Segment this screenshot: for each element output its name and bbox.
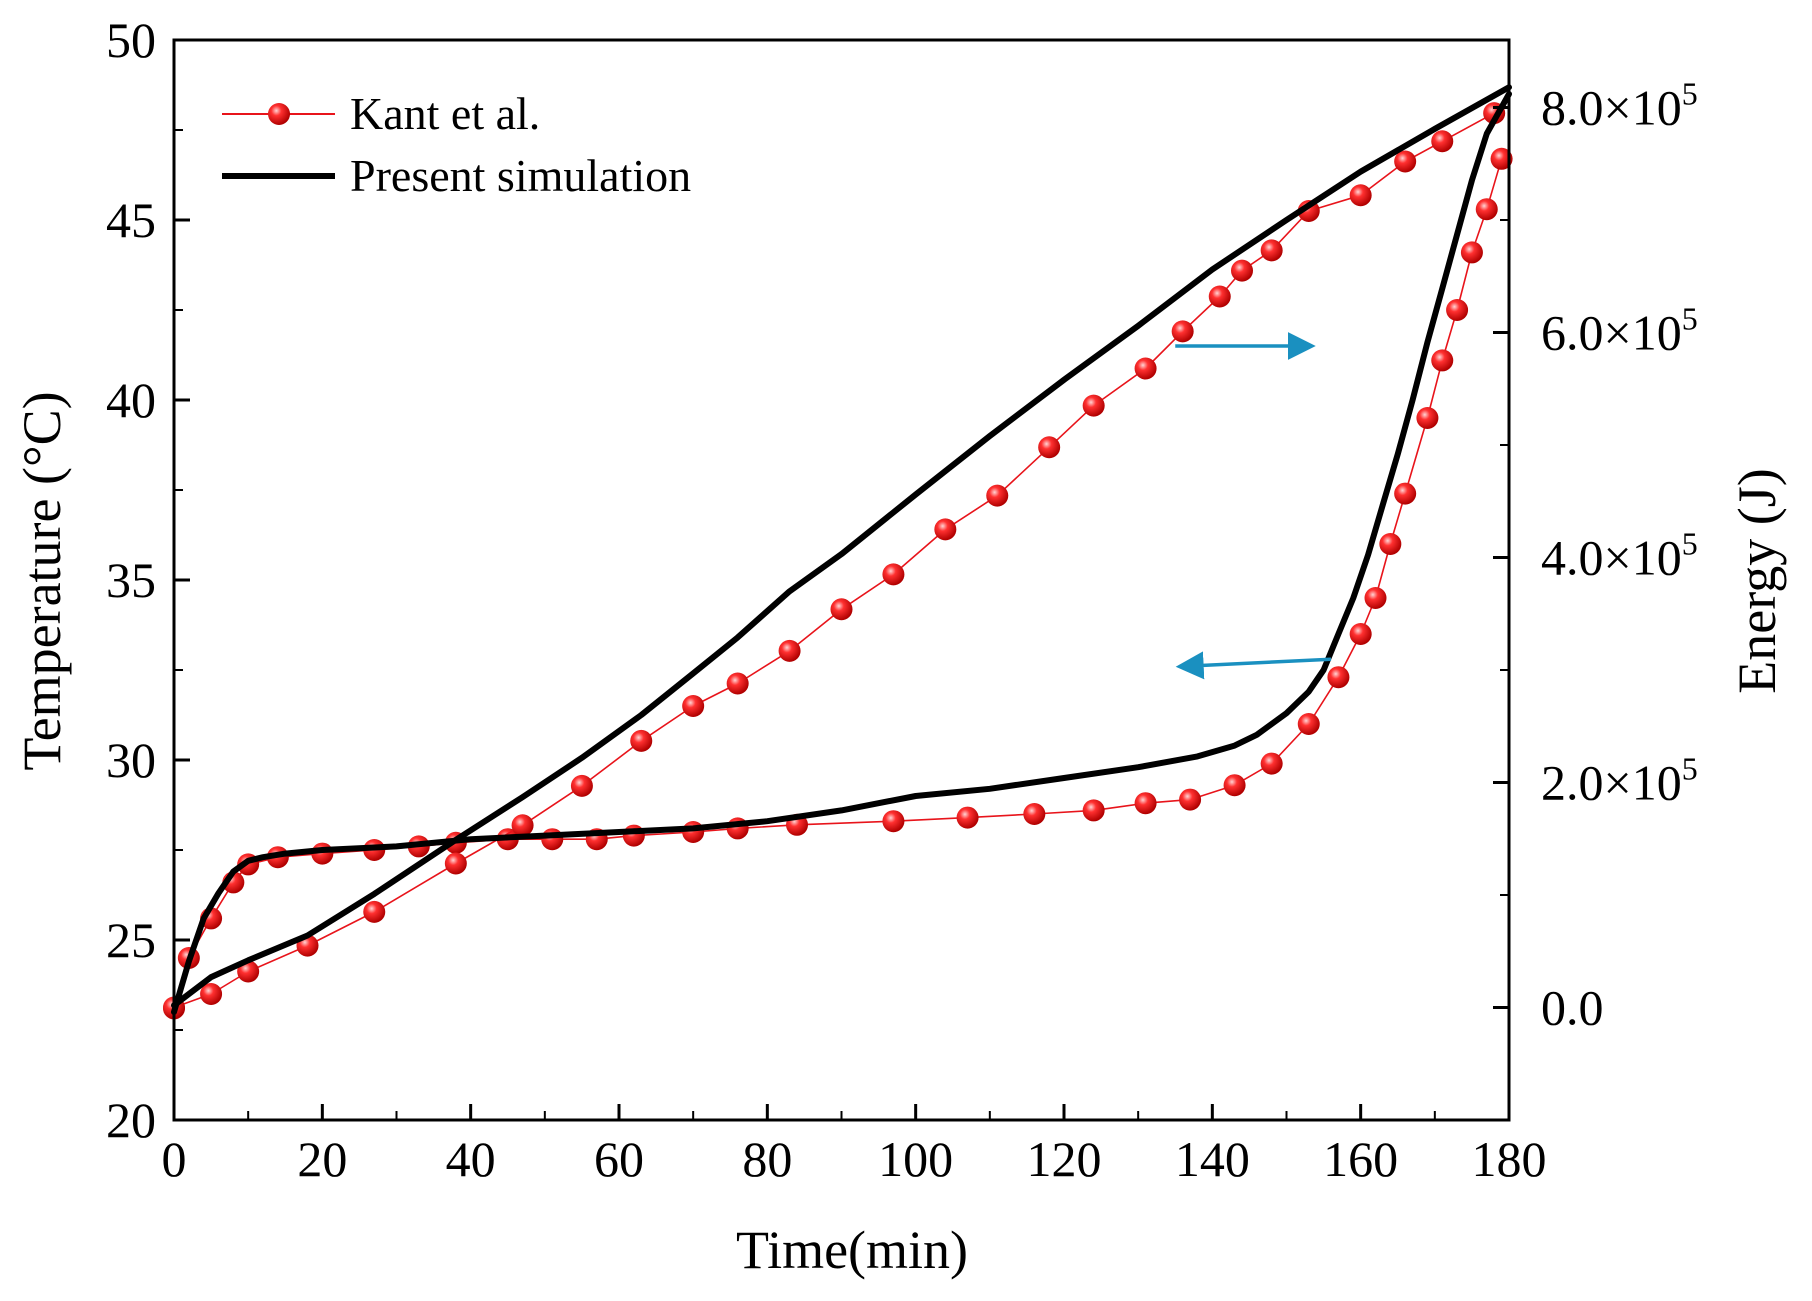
kant-energy-marker bbox=[682, 695, 705, 717]
x-axis-title: Time(min) bbox=[736, 1220, 968, 1280]
x-tick-label: 0 bbox=[162, 1131, 187, 1187]
kant-temperature-marker bbox=[1431, 349, 1454, 372]
y-tick-label: 25 bbox=[106, 912, 156, 968]
kant-energy-marker bbox=[830, 598, 853, 621]
kant-temperature-marker bbox=[1446, 299, 1469, 321]
y2-tick-label: 4.0×105 bbox=[1541, 526, 1698, 586]
kant-temperature-marker bbox=[1349, 623, 1372, 645]
y2-tick-label: 6.0×105 bbox=[1541, 301, 1698, 361]
y-tick-label: 40 bbox=[106, 372, 156, 428]
y-tick-label: 50 bbox=[106, 12, 156, 68]
kant-temperature-marker bbox=[1134, 792, 1157, 815]
kant-energy-marker bbox=[1208, 285, 1231, 308]
kant-temperature-marker bbox=[1179, 788, 1202, 811]
y2-axis-title: Energy (J) bbox=[1727, 468, 1787, 693]
kant-energy-marker bbox=[934, 518, 957, 541]
x-tick-label: 140 bbox=[1175, 1131, 1250, 1187]
kant-energy-marker bbox=[1171, 320, 1194, 343]
kant-energy-marker bbox=[986, 484, 1009, 507]
kant-temperature-marker bbox=[1223, 774, 1246, 797]
kant-temperature-marker bbox=[882, 810, 905, 833]
y-tick-label: 45 bbox=[106, 192, 156, 248]
x-tick-label: 100 bbox=[878, 1131, 953, 1187]
legend-simulation-label: Present simulation bbox=[350, 150, 691, 201]
kant-energy-marker bbox=[726, 672, 749, 695]
y-tick-label: 35 bbox=[106, 552, 156, 608]
kant-energy-marker bbox=[1134, 357, 1157, 380]
kant-temperature-marker bbox=[1460, 241, 1483, 264]
kant-temperature-marker bbox=[1394, 482, 1417, 505]
kant-energy-marker bbox=[1260, 239, 1283, 262]
x-tick-label: 20 bbox=[297, 1131, 347, 1187]
kant-energy-marker bbox=[1082, 394, 1105, 417]
kant-temperature-line bbox=[173, 158, 1503, 1010]
kant-energy-line bbox=[173, 112, 1495, 1009]
kant-temperature-marker bbox=[1260, 752, 1283, 775]
simulation-temperature-line bbox=[171, 91, 1512, 1015]
kant-energy-marker bbox=[1231, 259, 1253, 282]
x-tick-label: 120 bbox=[1027, 1131, 1102, 1187]
x-tick-label: 80 bbox=[742, 1131, 792, 1187]
kant-energy-marker bbox=[1349, 184, 1372, 207]
kant-temperature-marker bbox=[541, 828, 564, 851]
kant-energy-marker bbox=[570, 774, 593, 797]
axis-indicator-arrow-left bbox=[1175, 651, 1332, 680]
x-tick-label: 180 bbox=[1472, 1131, 1547, 1187]
y2-tick-label: 8.0×105 bbox=[1541, 76, 1698, 136]
kant-temperature-marker bbox=[1490, 147, 1513, 170]
kant-energy-marker bbox=[363, 900, 386, 923]
kant-energy-marker bbox=[1431, 130, 1454, 153]
legend-kant-marker bbox=[268, 103, 290, 125]
legend: Kant et al. Present simulation bbox=[222, 88, 691, 201]
kant-energy-marker bbox=[1394, 150, 1417, 173]
simulation-energy-line bbox=[171, 84, 1512, 1009]
y2-tick-label: 2.0×105 bbox=[1541, 751, 1698, 811]
kant-energy-marker bbox=[444, 852, 467, 875]
y-axis-title: Temperature (°C) bbox=[12, 391, 72, 770]
kant-energy-marker bbox=[511, 814, 534, 837]
x-tick-label: 40 bbox=[446, 1131, 496, 1187]
kant-temperature-marker bbox=[1416, 407, 1439, 429]
y-tick-label: 30 bbox=[106, 732, 156, 788]
kant-energy-marker bbox=[1038, 436, 1061, 459]
legend-kant-label: Kant et al. bbox=[350, 88, 540, 139]
kant-temperature-marker bbox=[1379, 533, 1402, 555]
kant-temperature-marker bbox=[956, 806, 979, 829]
y2-tick-label: 0.0 bbox=[1541, 980, 1604, 1036]
kant-energy-marker bbox=[200, 983, 223, 1005]
y-tick-label: 20 bbox=[106, 1092, 156, 1148]
kant-temperature-marker bbox=[1297, 713, 1320, 735]
x-tick-label: 60 bbox=[594, 1131, 644, 1187]
kant-temperature-marker bbox=[682, 821, 705, 843]
kant-temperature-marker bbox=[1082, 799, 1105, 822]
kant-energy-marker bbox=[778, 639, 801, 662]
kant-temperature-marker bbox=[1475, 198, 1498, 221]
kant-temperature-marker bbox=[622, 824, 645, 847]
kant-temperature-marker bbox=[1364, 587, 1387, 609]
x-tick-label: 160 bbox=[1323, 1131, 1398, 1187]
kant-temperature-marker bbox=[1327, 666, 1350, 689]
kant-energy-marker bbox=[882, 563, 905, 586]
kant-temperature-marker bbox=[1023, 803, 1046, 825]
kant-energy-marker bbox=[630, 729, 653, 752]
